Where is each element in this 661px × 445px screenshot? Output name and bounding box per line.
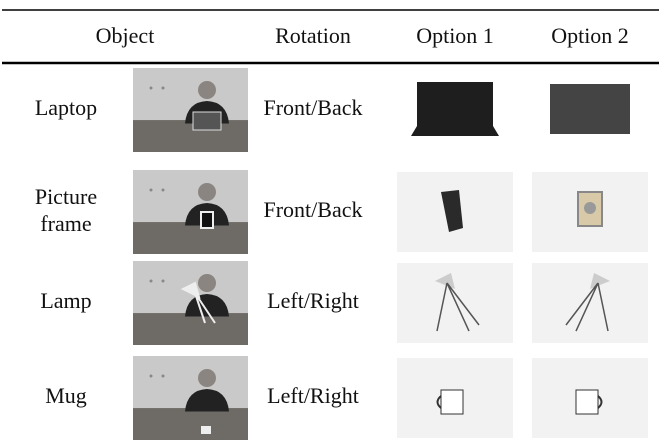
option-photo xyxy=(532,263,648,343)
torso xyxy=(185,389,229,412)
wall-dot xyxy=(149,374,153,378)
table-top xyxy=(133,222,248,254)
head xyxy=(198,183,216,201)
wall-dot xyxy=(149,188,153,192)
wall-dot xyxy=(161,188,165,192)
object-label: Laptop xyxy=(35,95,97,120)
table-top xyxy=(133,313,248,345)
backdrop xyxy=(397,263,513,343)
option-photo xyxy=(397,172,513,252)
header-rotation: Rotation xyxy=(275,23,351,48)
head xyxy=(198,274,216,292)
lamp xyxy=(435,273,455,289)
mug xyxy=(440,389,464,415)
option-photo xyxy=(532,358,648,438)
head xyxy=(198,81,216,99)
rotation-label: Left/Right xyxy=(267,288,359,313)
option-photo xyxy=(397,70,513,150)
header-option-1: Option 1 xyxy=(416,23,494,48)
wall-dot xyxy=(161,279,165,283)
option-photo xyxy=(532,70,648,150)
lamp xyxy=(590,273,610,289)
table-top xyxy=(133,120,248,152)
object-label: Mug xyxy=(45,383,87,408)
object-label: Picture xyxy=(35,184,97,209)
mug-handle xyxy=(436,395,442,409)
frame xyxy=(200,211,214,229)
backdrop xyxy=(532,263,648,343)
torso xyxy=(185,294,229,317)
wall-dot xyxy=(161,374,165,378)
scene-photo xyxy=(133,170,248,254)
option-photo xyxy=(397,358,513,438)
mug xyxy=(201,426,211,434)
header-object: Object xyxy=(96,23,155,48)
option-photo xyxy=(397,263,513,343)
laptop xyxy=(192,111,222,131)
laptop xyxy=(411,82,499,136)
mug-handle xyxy=(597,395,603,409)
lamp xyxy=(180,281,216,324)
rotation-label: Left/Right xyxy=(267,383,359,408)
mug xyxy=(575,389,599,415)
scene-photo xyxy=(133,68,248,152)
lamp-legs xyxy=(565,282,609,332)
wall-dot xyxy=(161,86,165,90)
scene-photo xyxy=(133,261,248,345)
laptop xyxy=(550,84,630,134)
object-label: frame xyxy=(40,211,91,236)
scene-photo xyxy=(133,356,248,440)
frame-back xyxy=(441,190,463,232)
wall-dot xyxy=(149,86,153,90)
object-label: Lamp xyxy=(40,288,91,313)
rotation-label: Front/Back xyxy=(264,197,363,222)
table-top xyxy=(133,408,248,440)
lamp-legs xyxy=(436,282,480,332)
header-option-2: Option 2 xyxy=(551,23,629,48)
wall-dot xyxy=(149,279,153,283)
option-photo xyxy=(532,172,648,252)
rotation-label: Front/Back xyxy=(264,95,363,120)
head xyxy=(198,369,216,387)
frame-picture xyxy=(584,202,596,214)
